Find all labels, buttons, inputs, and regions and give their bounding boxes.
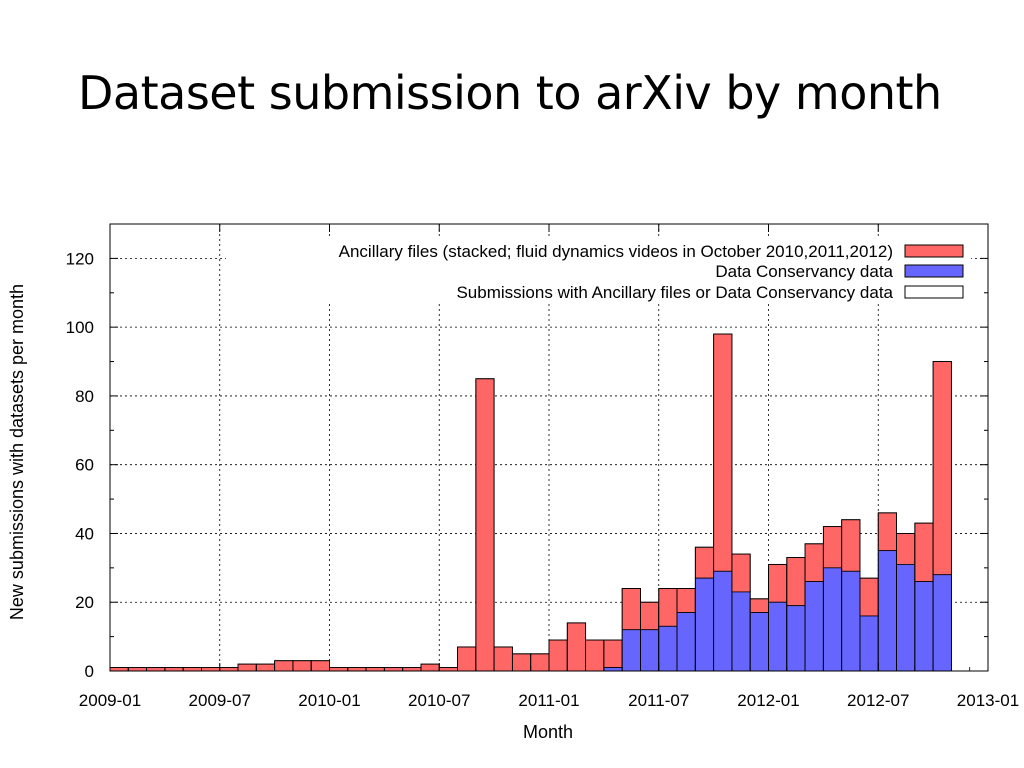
legend-swatch <box>904 264 964 278</box>
x-tick-label: 2011-01 <box>518 691 579 710</box>
legend-label: Submissions with Ancillary files or Data… <box>456 283 893 302</box>
ancillary-bar <box>859 577 879 617</box>
ancillary-bar <box>438 667 458 672</box>
x-tick-label: 2012-07 <box>847 691 909 710</box>
ancillary-bar <box>274 660 294 672</box>
legend-swatch <box>904 285 964 299</box>
ancillary-bar <box>932 361 952 576</box>
y-tick-label: 80 <box>75 387 94 406</box>
x-tick-label: 2013-01 <box>957 691 1019 710</box>
ancillary-bar <box>749 598 769 613</box>
data-conservancy-bar <box>786 605 806 672</box>
ancillary-bar <box>457 646 477 672</box>
ancillary-bar <box>383 667 404 672</box>
x-tick-label: 2010-07 <box>408 691 470 710</box>
data-conservancy-bar <box>804 581 824 672</box>
x-tick-label: 2011-07 <box>628 691 689 710</box>
data-conservancy-bar <box>640 629 660 672</box>
ancillary-bar <box>841 519 861 572</box>
x-tick-label: 2010-01 <box>298 691 360 710</box>
data-conservancy-bar <box>603 667 623 672</box>
ancillary-bar <box>566 622 586 672</box>
ancillary-bar <box>164 667 184 672</box>
x-tick-label: 2009-07 <box>189 691 251 710</box>
data-conservancy-bar <box>841 570 861 672</box>
ancillary-bar <box>292 660 312 672</box>
y-tick-label: 100 <box>66 318 94 337</box>
ancillary-bar <box>640 601 660 631</box>
data-conservancy-bar <box>676 612 696 672</box>
slide-title: Dataset submission to arXiv by month <box>78 66 942 120</box>
y-tick-label: 120 <box>66 249 94 268</box>
ancillary-bar <box>219 667 239 672</box>
data-conservancy-bar <box>877 550 897 672</box>
x-tick-label: 2009-01 <box>79 691 141 710</box>
data-conservancy-bar <box>713 570 733 672</box>
axis-ticks: 0 20 40 60 80 100 120 2009-01 2009-07 2010-01 2010… <box>66 224 1019 710</box>
x-axis-label: Month <box>523 722 573 742</box>
ancillary-bar <box>109 667 129 672</box>
x-tick-label: 2012-01 <box>737 691 799 710</box>
data-conservancy-bar <box>896 564 916 672</box>
y-tick-label: 20 <box>75 593 94 612</box>
ancillary-bar <box>658 588 678 627</box>
ancillary-bar <box>475 378 495 672</box>
ancillary-bar <box>530 653 550 672</box>
ancillary-bar <box>237 663 257 672</box>
data-conservancy-bar <box>932 574 952 672</box>
data-conservancy-bar <box>914 581 934 672</box>
data-conservancy-bar <box>749 612 769 672</box>
ancillary-bar <box>914 522 934 583</box>
ancillary-bar <box>548 639 568 672</box>
legend-label: Data Conservancy data <box>715 262 893 281</box>
data-conservancy-bar <box>621 629 641 672</box>
ancillary-bar <box>329 667 349 672</box>
y-axis-label: New submissions with datasets per month <box>7 284 27 620</box>
ancillary-bar <box>877 512 897 552</box>
ancillary-bar <box>896 533 916 565</box>
ancillary-bar <box>402 667 422 672</box>
data-conservancy-bar <box>731 591 751 672</box>
y-tick-label: 0 <box>85 662 94 681</box>
ancillary-bar <box>768 564 788 603</box>
ancillary-bar <box>255 663 276 672</box>
ancillary-bar <box>310 660 330 672</box>
ancillary-bar <box>694 546 715 579</box>
ancillary-bar <box>676 588 696 613</box>
data-conservancy-bar <box>658 625 678 672</box>
ancillary-bar <box>585 639 605 672</box>
ancillary-bar <box>493 646 513 672</box>
ancillary-bar <box>365 667 385 672</box>
ancillary-bar <box>804 543 824 582</box>
bars <box>109 333 952 672</box>
data-conservancy-bar <box>694 577 715 672</box>
data-conservancy-bar <box>859 615 879 672</box>
data-conservancy-bar <box>822 567 843 672</box>
y-tick-label: 60 <box>75 456 94 475</box>
ancillary-bar <box>420 663 440 672</box>
ancillary-bar <box>347 667 367 672</box>
ancillary-bar <box>713 333 733 572</box>
legend-label: Ancillary files (stacked; fluid dynamics… <box>339 242 893 261</box>
y-tick-label: 40 <box>75 524 94 543</box>
ancillary-bar <box>786 557 806 607</box>
ancillary-bar <box>512 653 532 672</box>
legend: Ancillary files (stacked; fluid dynamics… <box>226 238 971 302</box>
ancillary-bar <box>146 667 166 672</box>
ancillary-bar <box>127 667 147 672</box>
ancillary-bar <box>731 553 751 593</box>
legend-background <box>226 238 971 302</box>
ancillary-bar <box>603 639 623 668</box>
ancillary-bar <box>621 588 641 631</box>
data-conservancy-bar <box>768 601 788 672</box>
ancillary-bar <box>201 667 221 672</box>
ancillary-bar <box>822 526 843 569</box>
ancillary-bar <box>182 667 202 672</box>
legend-swatch <box>904 244 964 258</box>
